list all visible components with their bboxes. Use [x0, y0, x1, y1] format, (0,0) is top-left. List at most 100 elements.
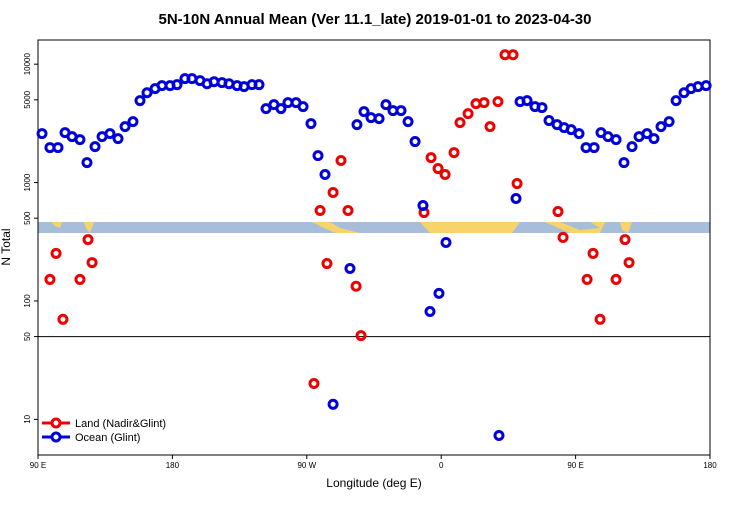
point	[50, 247, 62, 259]
point	[327, 187, 339, 199]
point	[74, 134, 86, 146]
point	[439, 168, 451, 180]
point	[134, 95, 146, 107]
y-tick-label: 10	[23, 414, 32, 423]
point	[82, 234, 94, 246]
x-tick-label: 90 E	[30, 461, 46, 470]
point	[104, 128, 116, 140]
point	[610, 273, 622, 285]
point	[594, 313, 606, 325]
point	[308, 377, 320, 389]
point	[492, 96, 504, 108]
point	[89, 141, 101, 153]
point	[402, 116, 414, 128]
point	[141, 87, 153, 99]
point	[112, 133, 124, 145]
point	[57, 313, 69, 325]
map-ocean	[38, 222, 710, 233]
point	[510, 193, 522, 205]
point	[670, 95, 682, 107]
point	[478, 97, 490, 109]
point	[395, 105, 407, 117]
point	[425, 152, 437, 164]
point	[373, 113, 385, 125]
point	[44, 273, 56, 285]
y-tick-label: 1000	[23, 173, 32, 191]
point	[462, 108, 474, 120]
point	[275, 103, 287, 115]
x-tick-label: 90 E	[567, 461, 583, 470]
point	[581, 273, 593, 285]
point	[86, 257, 98, 269]
point	[543, 115, 555, 127]
point	[663, 116, 675, 128]
point	[536, 102, 548, 114]
x-tick-label: 180	[703, 461, 717, 470]
point	[171, 79, 183, 91]
point	[321, 258, 333, 270]
point	[432, 163, 444, 175]
point	[380, 99, 392, 111]
point	[355, 330, 367, 342]
y-tick-label: 100	[23, 294, 32, 308]
point	[342, 204, 354, 216]
point	[253, 79, 265, 91]
point	[493, 430, 505, 442]
point	[587, 247, 599, 259]
map-strip	[38, 222, 710, 233]
point	[314, 204, 326, 216]
point	[127, 116, 139, 128]
legend-marker	[50, 417, 62, 429]
y-tick-label: 5000	[23, 90, 32, 108]
point	[327, 398, 339, 410]
y-tick-label: 500	[23, 211, 32, 225]
point	[297, 101, 309, 113]
point	[655, 121, 667, 133]
point	[610, 134, 622, 146]
point	[433, 287, 445, 299]
legend-label: Land (Nadir&Glint)	[75, 418, 166, 430]
y-axis-label: N Total	[0, 228, 13, 265]
point	[335, 155, 347, 167]
point	[511, 178, 523, 190]
point	[641, 128, 653, 140]
y-tick-label: 10000	[23, 52, 32, 75]
point	[260, 103, 272, 115]
point	[74, 273, 86, 285]
plot-frame	[37, 39, 711, 456]
legend: Land (Nadir&Glint) Ocean (Glint)	[42, 417, 166, 444]
point	[440, 236, 452, 248]
point	[618, 157, 630, 169]
map-land	[52, 222, 632, 233]
point	[36, 128, 48, 140]
x-tick-label: 90 W	[297, 461, 316, 470]
point	[344, 263, 356, 275]
point	[521, 95, 533, 107]
point	[507, 49, 519, 61]
point	[626, 141, 638, 153]
point	[565, 124, 577, 136]
point	[312, 150, 324, 162]
point	[588, 142, 600, 154]
point	[700, 80, 712, 92]
point	[409, 136, 421, 148]
x-tick-label: 180	[166, 461, 180, 470]
point	[417, 200, 429, 212]
chart-title: 5N-10N Annual Mean (Ver 11.1_late) 2019-…	[159, 11, 592, 28]
y-tick-label: 50	[23, 332, 32, 341]
point	[619, 234, 631, 246]
point	[52, 142, 64, 154]
point	[305, 118, 317, 130]
point	[351, 119, 363, 131]
point	[81, 157, 93, 169]
point	[119, 121, 131, 133]
point	[454, 117, 466, 129]
legend-label: Ocean (Glint)	[75, 432, 140, 444]
point	[350, 280, 362, 292]
point	[358, 106, 370, 118]
legend-marker	[50, 431, 62, 443]
point	[623, 257, 635, 269]
point	[648, 133, 660, 145]
x-axis-label: Longitude (deg E)	[326, 476, 421, 490]
